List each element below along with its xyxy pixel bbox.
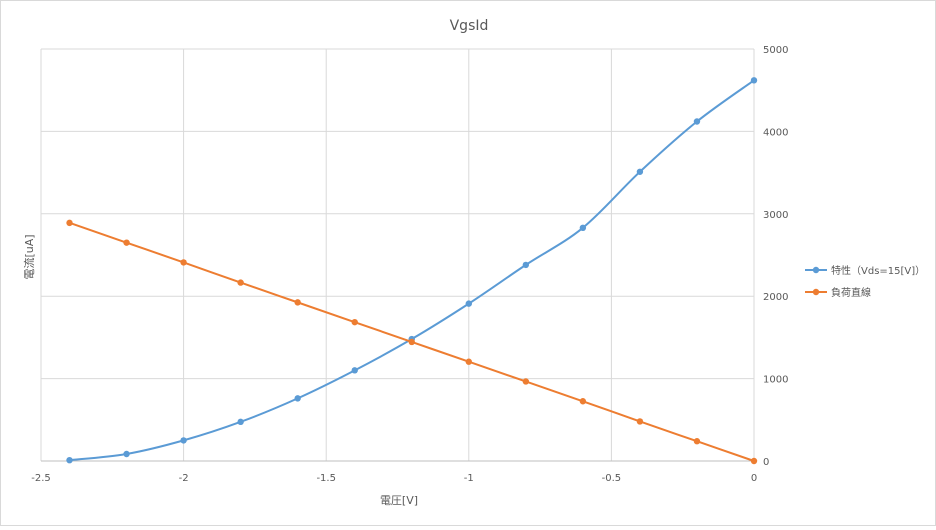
- x-tick-label: -1: [464, 473, 474, 484]
- legend-marker-2: [812, 288, 820, 296]
- data-point-series-2: [66, 219, 73, 227]
- data-point-series-1: [237, 418, 244, 426]
- data-point-series-1: [636, 168, 644, 175]
- data-point-series-1: [66, 456, 73, 464]
- x-tick-label: -2.5: [31, 473, 51, 484]
- data-point-series-2: [522, 378, 530, 385]
- axes: 0 1000 2000 3000 4000 5000 -2.5 -2 -1.5 -1 -0.5 0: [31, 45, 788, 484]
- data-point-series-2: [123, 239, 130, 246]
- data-point-series-2: [180, 259, 187, 266]
- data-point-series-1: [123, 450, 130, 458]
- legend-label-2: 負荷直線: [831, 286, 871, 299]
- data-point-series-2: [351, 318, 358, 326]
- x-tick-label: -1.5: [316, 473, 336, 484]
- legend: 特性（Vds=15[V]） 負荷直線: [805, 264, 925, 299]
- data-point-series-2: [237, 279, 244, 286]
- y-tick-label: 4000: [763, 127, 788, 138]
- data-point-series-1: [522, 261, 530, 269]
- data-point-series-1: [180, 437, 187, 444]
- data-point-series-1: [693, 118, 701, 125]
- y-tick-label: 0: [763, 457, 769, 468]
- chart-title: VgsId: [450, 18, 489, 34]
- data-point-series-2: [294, 299, 301, 306]
- data-point-series-1: [750, 77, 758, 84]
- gridlines: [40, 48, 755, 461]
- x-tick-label: -2: [179, 473, 189, 484]
- legend-label-1: 特性（Vds=15[V]）: [831, 264, 925, 277]
- data-point-series-2: [579, 398, 587, 405]
- x-axis-label: 電圧[V]: [380, 494, 418, 507]
- y-tick-label: 1000: [763, 375, 788, 386]
- x-tick-label: -0.5: [602, 473, 622, 484]
- plot-series: [66, 77, 758, 465]
- legend-marker-1: [812, 266, 820, 274]
- data-point-series-2: [465, 358, 472, 365]
- x-tick-label: 0: [751, 473, 757, 484]
- data-point-series-2: [750, 457, 758, 465]
- data-point-series-2: [408, 338, 415, 346]
- data-point-series-2: [693, 438, 701, 445]
- data-point-series-1: [294, 395, 301, 402]
- y-axis-label: 電流[uA]: [22, 234, 36, 279]
- data-point-series-1: [465, 300, 472, 307]
- y-tick-label: 5000: [763, 45, 788, 56]
- data-point-series-2: [636, 418, 644, 425]
- series-line-1: [69, 79, 755, 462]
- y-tick-label: 3000: [763, 210, 788, 221]
- data-point-series-1: [351, 367, 358, 374]
- data-point-series-1: [579, 224, 587, 232]
- y-tick-label: 2000: [763, 292, 788, 303]
